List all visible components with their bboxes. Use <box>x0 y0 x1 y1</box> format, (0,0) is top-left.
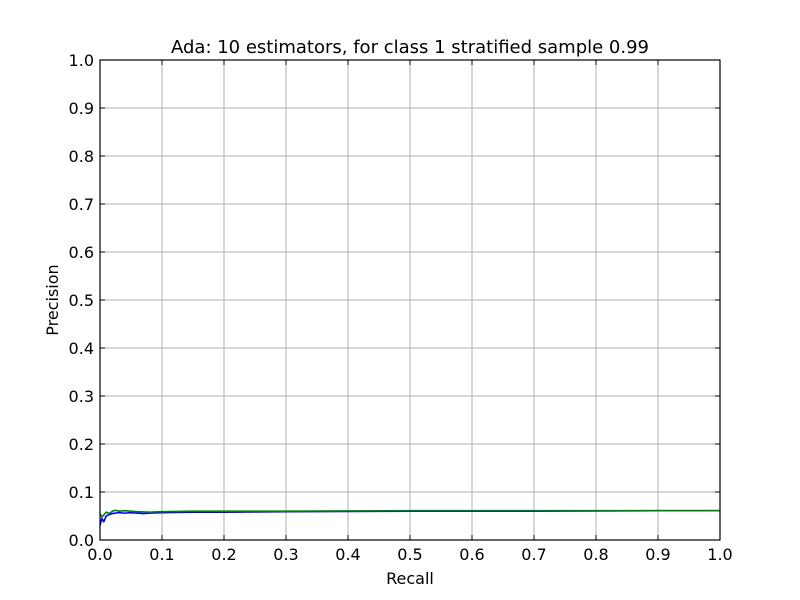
y-tick-label: 0.6 <box>69 243 94 262</box>
y-axis-label: Precision <box>43 264 62 335</box>
y-tick-label: 0.5 <box>69 291 94 310</box>
x-tick-label: 0.3 <box>273 545 298 564</box>
x-tick-label: 0.9 <box>645 545 670 564</box>
y-tick-label: 0.9 <box>69 99 94 118</box>
x-tick-label: 1.0 <box>707 545 732 564</box>
x-tick-label: 0.2 <box>211 545 236 564</box>
x-tick-label: 0.6 <box>459 545 484 564</box>
y-tick-label: 0.8 <box>69 147 94 166</box>
y-tick-label: 1.0 <box>69 51 94 70</box>
x-axis-label: Recall <box>386 569 434 588</box>
y-tick-label: 0.3 <box>69 387 94 406</box>
x-tick-label: 0.8 <box>583 545 608 564</box>
x-tick-label: 0.1 <box>149 545 174 564</box>
y-tick-label: 0.1 <box>69 483 94 502</box>
y-tick-label: 0.7 <box>69 195 94 214</box>
y-tick-label: 0.2 <box>69 435 94 454</box>
chart-title: Ada: 10 estimators, for class 1 stratifi… <box>171 37 649 58</box>
x-tick-label: 0.7 <box>521 545 546 564</box>
x-tick-label: 0.4 <box>335 545 360 564</box>
y-tick-label: 0.4 <box>69 339 94 358</box>
x-tick-label: 0.5 <box>397 545 422 564</box>
y-tick-label: 0.0 <box>69 531 94 550</box>
